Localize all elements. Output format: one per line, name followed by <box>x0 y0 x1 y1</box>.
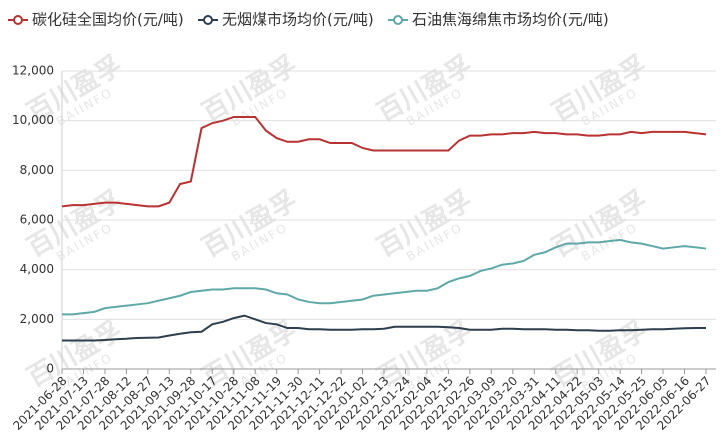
y-tick-label: 10,000 <box>12 113 54 127</box>
series-line <box>61 115 707 208</box>
legend-marker <box>393 15 403 25</box>
legend-label: 无烟煤市场均价(元/吨) <box>222 11 374 29</box>
legend-label: 石油焦海绵焦市场均价(元/吨) <box>412 11 609 29</box>
series-line <box>62 238 707 316</box>
y-tick-label: 12,000 <box>12 64 54 78</box>
legend-marker <box>203 15 213 25</box>
y-tick-label: 6,000 <box>20 213 54 227</box>
legend-marker <box>13 15 23 25</box>
y-tick-label: 4,000 <box>20 262 54 276</box>
series-line <box>62 314 706 342</box>
y-tick-label: 0 <box>46 362 54 376</box>
y-tick-label: 8,000 <box>20 163 54 177</box>
legend-label: 碳化硅全国均价(元/吨) <box>32 11 184 29</box>
y-tick-label: 2,000 <box>20 312 54 326</box>
